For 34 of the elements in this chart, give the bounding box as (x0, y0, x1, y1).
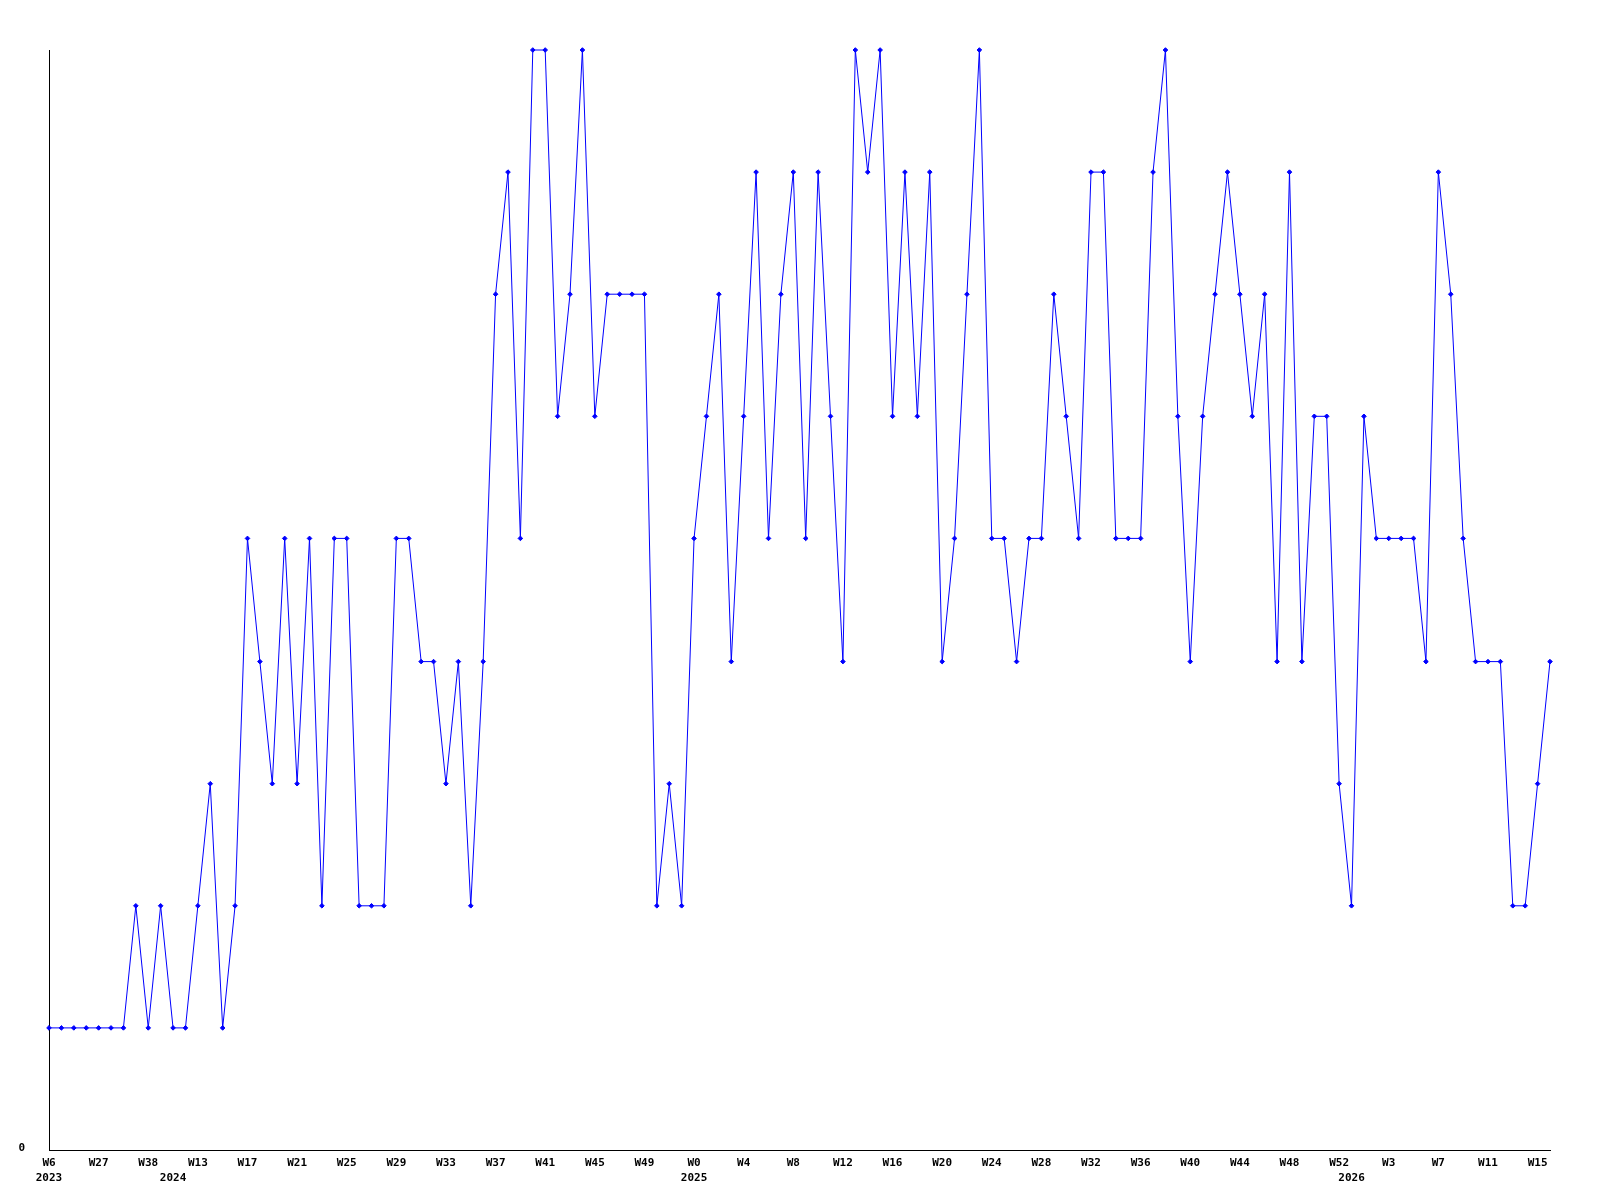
x-tick-label: W36 (1130, 1156, 1151, 1170)
x-tick-label: W52 (1329, 1156, 1350, 1170)
x-tick-label: W0 2025 (680, 1156, 708, 1185)
x-tick-label: W49 (634, 1156, 655, 1170)
x-tick-label: W20 (932, 1156, 953, 1170)
x-tick-label: W24 (981, 1156, 1003, 1170)
x-tick-label: W33 (436, 1156, 456, 1170)
x-tick-label: 2026 (1338, 1171, 1366, 1185)
x-tick-label: W13 (187, 1156, 208, 1170)
x-tick-label: W8 (786, 1156, 800, 1170)
x-tick-label: W29 (386, 1156, 407, 1170)
x-tick-label: W7 (1431, 1156, 1445, 1170)
x-tick-label: W17 (237, 1156, 258, 1170)
x-tick-label: W4 (737, 1156, 751, 1170)
x-tick-label: W44 (1229, 1156, 1251, 1170)
x-tick-label: W6 2023 (35, 1156, 63, 1185)
x-tick-label: W48 (1279, 1156, 1300, 1170)
x-tick-label: 2024 (159, 1171, 187, 1185)
x-tick-label: W38 (138, 1156, 159, 1170)
x-tick-label: W15 (1527, 1156, 1548, 1170)
x-tick-label: W28 (1031, 1156, 1052, 1170)
x-tick-label: W12 (832, 1156, 853, 1170)
text: 0 (18, 1140, 25, 1154)
x-tick-label: W11 (1478, 1156, 1499, 1170)
x-tick-label: W41 (535, 1156, 556, 1170)
x-tick-label: W3 (1382, 1156, 1396, 1170)
x-tick-label: W32 (1081, 1156, 1101, 1170)
x-tick-label: W37 (485, 1156, 506, 1170)
x-tick-label: W40 (1180, 1156, 1201, 1170)
x-tick-label: W21 (287, 1156, 308, 1170)
x-tick-label: W27 (88, 1156, 109, 1170)
x-tick-label: W25 (336, 1156, 357, 1170)
x-tick-label: W45 (584, 1156, 605, 1170)
x-tick-label: W16 (882, 1156, 903, 1170)
